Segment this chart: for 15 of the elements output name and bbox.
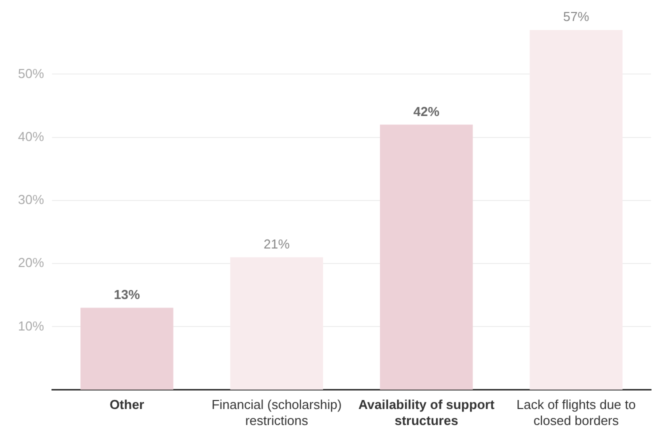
y-tick-label: 20% [18, 255, 44, 270]
bar [80, 308, 174, 390]
data-label: 13% [114, 286, 140, 302]
x-tick-label: Lack of flights due to closed borders [516, 397, 636, 428]
y-tick-label: 10% [18, 318, 44, 334]
x-tick-label: Financial (scholarship) restrictions [212, 397, 342, 428]
bar [380, 124, 473, 390]
x-tick-label: Availability of support structures [358, 397, 496, 428]
y-tick-label: 30% [18, 192, 44, 208]
x-tick-label: Other [110, 397, 144, 412]
data-label: 21% [264, 236, 290, 252]
y-tick-label: 50% [18, 66, 44, 81]
data-label: 57% [563, 9, 590, 24]
y-tick-label: 40% [18, 128, 44, 144]
data-label: 42% [413, 104, 440, 119]
